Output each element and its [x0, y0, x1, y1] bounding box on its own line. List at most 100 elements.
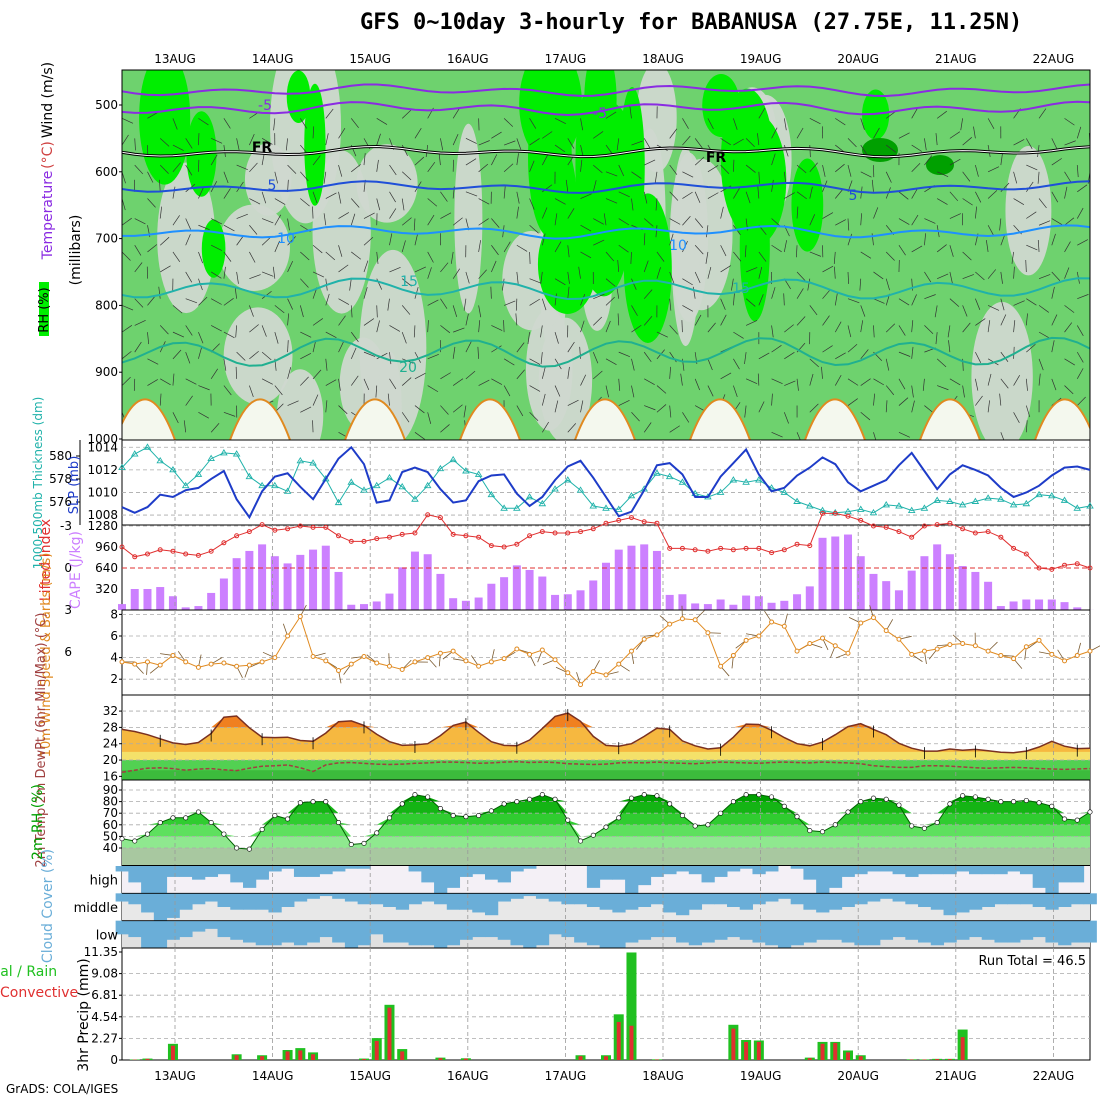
wind-barb: [338, 378, 341, 391]
wind-barb: [924, 233, 927, 246]
rh-high-zone: [623, 193, 672, 343]
wind-speed-point: [743, 637, 749, 643]
thickness-point: [946, 497, 954, 504]
rh-high-zone: [720, 88, 774, 233]
wind-speed-point: [616, 661, 622, 667]
wind-barb: [452, 378, 464, 386]
wind-barb: [771, 244, 782, 253]
thickness-point: [780, 488, 789, 495]
cape-bar: [168, 596, 177, 610]
rh-point: [476, 813, 482, 819]
wind-barb: [1064, 186, 1068, 199]
wind-barb: [223, 411, 236, 417]
rh-low-zone: [157, 162, 216, 314]
wind-barb: [300, 406, 312, 413]
thickness-point: [207, 454, 215, 462]
cloud-row-label: low: [96, 928, 119, 943]
thickness-point: [755, 476, 763, 483]
wind-barb: [860, 378, 871, 386]
wind-barb: [898, 298, 910, 306]
wind-barb: [796, 316, 806, 326]
wind-barb: [427, 214, 435, 226]
date-label-bottom: 15AUG: [349, 1069, 391, 1083]
lifted-index-point: [132, 554, 138, 560]
wind-barb: [413, 325, 416, 338]
cloud-cover-cell: [497, 920, 511, 940]
cloud-cover-cell: [561, 920, 575, 938]
cloud-cover-cell: [1070, 866, 1085, 883]
wind-legend-label: Wind (m/s): [40, 62, 56, 138]
wind-barb: [962, 137, 972, 146]
cloud-cover-cell: [676, 866, 690, 872]
wind-barb: [198, 187, 204, 199]
y-tick-label: 24: [103, 737, 118, 751]
wind-barb: [223, 188, 231, 199]
wind-barb: [1089, 411, 1090, 413]
contour-label: FR: [706, 150, 727, 166]
cloud-cover-cell: [230, 893, 244, 910]
thickness-point: [462, 467, 470, 474]
wind-barb: [987, 305, 1000, 311]
lifted-index-point: [386, 534, 392, 540]
cloud-cover-cell: [650, 893, 664, 905]
wind-barb: [975, 351, 982, 363]
wind-barb: [529, 385, 541, 392]
wind-barb: [911, 400, 915, 413]
wind-barb: [567, 366, 570, 379]
cloud-cover-cell: [637, 920, 652, 940]
thickness-point: [156, 456, 165, 464]
cloud-cover-cell: [293, 920, 308, 946]
rh-point: [794, 814, 800, 820]
wind-barb: [300, 331, 312, 338]
cloud-cover-cell: [1032, 920, 1046, 938]
wind-barb: [567, 341, 575, 353]
wind-barb: [235, 325, 237, 338]
rh-point: [246, 846, 252, 852]
wind-barb: [731, 278, 734, 291]
cloud-cover-cell: [918, 866, 932, 875]
cape-bar: [538, 576, 547, 610]
cape-bar: [181, 607, 190, 610]
wind-barb: [898, 431, 910, 438]
thickness-point: [665, 472, 674, 480]
wind-barb: [159, 236, 170, 246]
wind-barb: [414, 127, 422, 139]
wind-barb: [898, 325, 906, 336]
cape-bar: [372, 601, 381, 610]
cloud-cover-cell: [319, 920, 333, 938]
wind-barb: [1013, 198, 1025, 205]
panel-frame: [121, 439, 1091, 526]
wind-barb: [783, 240, 787, 253]
precip-legend-convective: Convective: [0, 985, 78, 1001]
wind-barb: [503, 118, 514, 127]
cloud-cover-cell: [739, 893, 753, 910]
precip-convective-bar: [298, 1050, 303, 1060]
lifted-index-axis-label: Lifted Index: [38, 519, 54, 601]
rh-point: [1087, 809, 1093, 815]
lifted-index-point: [654, 520, 660, 526]
wind-barb: [401, 278, 412, 287]
wind-barb: [427, 353, 439, 360]
thickness-tick-label: 580: [49, 449, 72, 463]
wind-barb: [363, 260, 369, 273]
wind-barb: [312, 340, 317, 353]
wind-barb: [1076, 368, 1084, 380]
wind-barb: [822, 345, 833, 353]
wind-barb: [656, 331, 668, 338]
cloud-cover-cell: [943, 893, 957, 916]
rh-point: [578, 838, 584, 844]
wind-barb: [795, 245, 798, 258]
temperature-contour-25: [1034, 398, 1090, 440]
wind-barb: [922, 378, 925, 391]
cloud-cover-cell: [434, 866, 448, 894]
precip-convective-bar: [285, 1051, 290, 1060]
rh-point: [425, 794, 431, 800]
wind-barb: [427, 251, 434, 263]
wind-barb: [249, 385, 254, 398]
cloud-cover-cell: [243, 866, 257, 888]
wind-barb: [643, 289, 653, 299]
wind-barb: [198, 296, 208, 306]
wind-barb: [312, 126, 314, 139]
thickness-point: [551, 485, 559, 492]
